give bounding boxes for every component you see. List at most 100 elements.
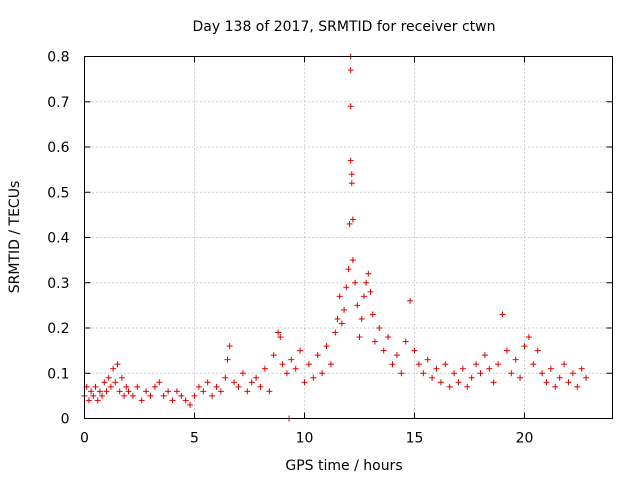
data-point	[204, 379, 211, 386]
data-point	[143, 388, 150, 395]
data-point	[376, 325, 383, 331]
data-point	[512, 356, 519, 363]
data-point	[393, 352, 400, 359]
data-point	[336, 293, 343, 300]
data-point	[305, 361, 312, 368]
data-point	[107, 383, 114, 390]
data-point	[90, 392, 97, 399]
y-tick-label: 0.6	[47, 140, 69, 156]
data-point	[534, 347, 541, 354]
data-point	[348, 171, 355, 178]
data-point	[556, 374, 563, 381]
data-point	[521, 343, 528, 350]
data-point	[270, 352, 277, 359]
data-point	[277, 334, 284, 341]
data-point	[112, 379, 119, 386]
data-point	[283, 370, 290, 377]
data-point	[442, 361, 449, 368]
y-tick-label: 0.5	[47, 185, 69, 201]
data-point	[583, 374, 590, 381]
data-point	[156, 379, 163, 386]
data-point	[578, 365, 585, 372]
data-point	[451, 370, 458, 377]
data-point	[200, 388, 207, 395]
data-point	[459, 365, 466, 372]
data-point	[539, 370, 546, 377]
data-point	[213, 383, 220, 390]
data-point	[446, 383, 453, 390]
data-point	[389, 361, 396, 368]
data-point	[275, 329, 282, 336]
data-point	[101, 379, 108, 386]
data-point	[543, 379, 550, 386]
data-point	[345, 266, 352, 273]
y-tick-label: 0.2	[47, 321, 69, 337]
y-tick-label: 0	[61, 412, 70, 428]
data-point	[343, 284, 350, 291]
data-point	[94, 397, 101, 404]
data-point	[151, 383, 158, 390]
data-point	[429, 374, 436, 381]
data-point	[338, 320, 345, 327]
data-point	[187, 401, 194, 408]
data-point	[323, 343, 330, 350]
data-point	[561, 361, 568, 368]
chart-title: Day 138 of 2017, SRMTID for receiver ctw…	[193, 19, 496, 35]
data-point	[231, 379, 238, 386]
x-tick-label: 15	[406, 431, 424, 447]
data-point	[415, 361, 422, 368]
data-point	[96, 388, 103, 395]
data-point	[248, 379, 255, 386]
data-point	[365, 270, 372, 277]
data-point	[334, 315, 341, 322]
data-point	[209, 392, 216, 399]
data-point	[354, 302, 361, 309]
data-point	[552, 383, 559, 390]
data-point	[358, 315, 365, 322]
y-tick-label: 0.7	[47, 95, 69, 111]
data-point	[356, 334, 363, 341]
data-point	[217, 388, 224, 395]
data-point	[371, 338, 378, 345]
data-point	[195, 383, 202, 390]
data-point	[348, 180, 355, 187]
data-point	[346, 220, 353, 227]
data-point	[314, 352, 321, 359]
data-point	[178, 392, 185, 399]
data-point	[490, 379, 497, 386]
data-point	[433, 365, 440, 372]
data-point	[347, 103, 354, 110]
data-point	[349, 257, 356, 264]
data-point	[424, 356, 431, 363]
data-point	[116, 388, 123, 395]
data-point	[244, 388, 251, 395]
data-point	[239, 370, 246, 377]
data-point	[224, 356, 231, 363]
x-tick-label: 5	[190, 431, 199, 447]
data-point	[253, 374, 260, 381]
data-point	[464, 383, 471, 390]
x-axis-label: GPS time / hours	[285, 458, 402, 474]
data-point	[235, 383, 242, 390]
data-point	[508, 370, 515, 377]
data-point	[363, 279, 370, 286]
data-point	[332, 329, 339, 336]
data-point	[327, 361, 334, 368]
data-point	[352, 279, 359, 286]
data-point	[411, 347, 418, 354]
data-points	[81, 53, 590, 422]
data-point	[569, 370, 576, 377]
data-point	[288, 356, 295, 363]
data-point	[385, 334, 392, 341]
data-point	[160, 392, 167, 399]
x-tick-label: 20	[516, 431, 534, 447]
data-point	[341, 306, 348, 313]
data-point	[85, 397, 92, 404]
data-point	[380, 347, 387, 354]
data-point	[118, 374, 125, 381]
data-point	[347, 157, 354, 164]
data-point	[468, 374, 475, 381]
data-point	[499, 311, 506, 318]
y-axis-label: SRMTID / TECUs	[7, 181, 23, 294]
